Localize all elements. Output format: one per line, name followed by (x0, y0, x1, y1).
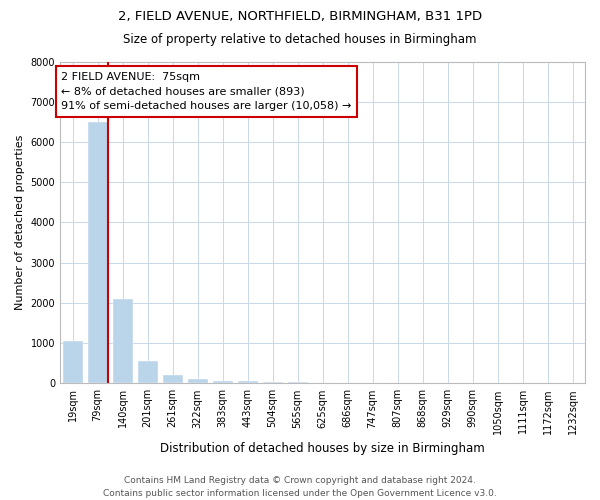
Bar (313, 382, 332, 384)
Bar (287, 382, 308, 384)
Y-axis label: Number of detached properties: Number of detached properties (15, 134, 25, 310)
Text: Contains HM Land Registry data © Crown copyright and database right 2024.
Contai: Contains HM Land Registry data © Crown c… (103, 476, 497, 498)
Text: Size of property relative to detached houses in Birmingham: Size of property relative to detached ho… (123, 32, 477, 46)
Bar (113, 299, 133, 384)
Bar (137, 361, 158, 384)
Bar (212, 380, 233, 384)
Bar (238, 382, 257, 384)
Bar (263, 382, 283, 384)
Bar (88, 122, 107, 384)
Bar (62, 341, 83, 384)
Bar (163, 375, 182, 384)
Text: 2 FIELD AVENUE:  75sqm
← 8% of detached houses are smaller (893)
91% of semi-det: 2 FIELD AVENUE: 75sqm ← 8% of detached h… (61, 72, 352, 111)
X-axis label: Distribution of detached houses by size in Birmingham: Distribution of detached houses by size … (160, 442, 485, 455)
Text: 2, FIELD AVENUE, NORTHFIELD, BIRMINGHAM, B31 1PD: 2, FIELD AVENUE, NORTHFIELD, BIRMINGHAM,… (118, 10, 482, 23)
Bar (188, 380, 208, 384)
